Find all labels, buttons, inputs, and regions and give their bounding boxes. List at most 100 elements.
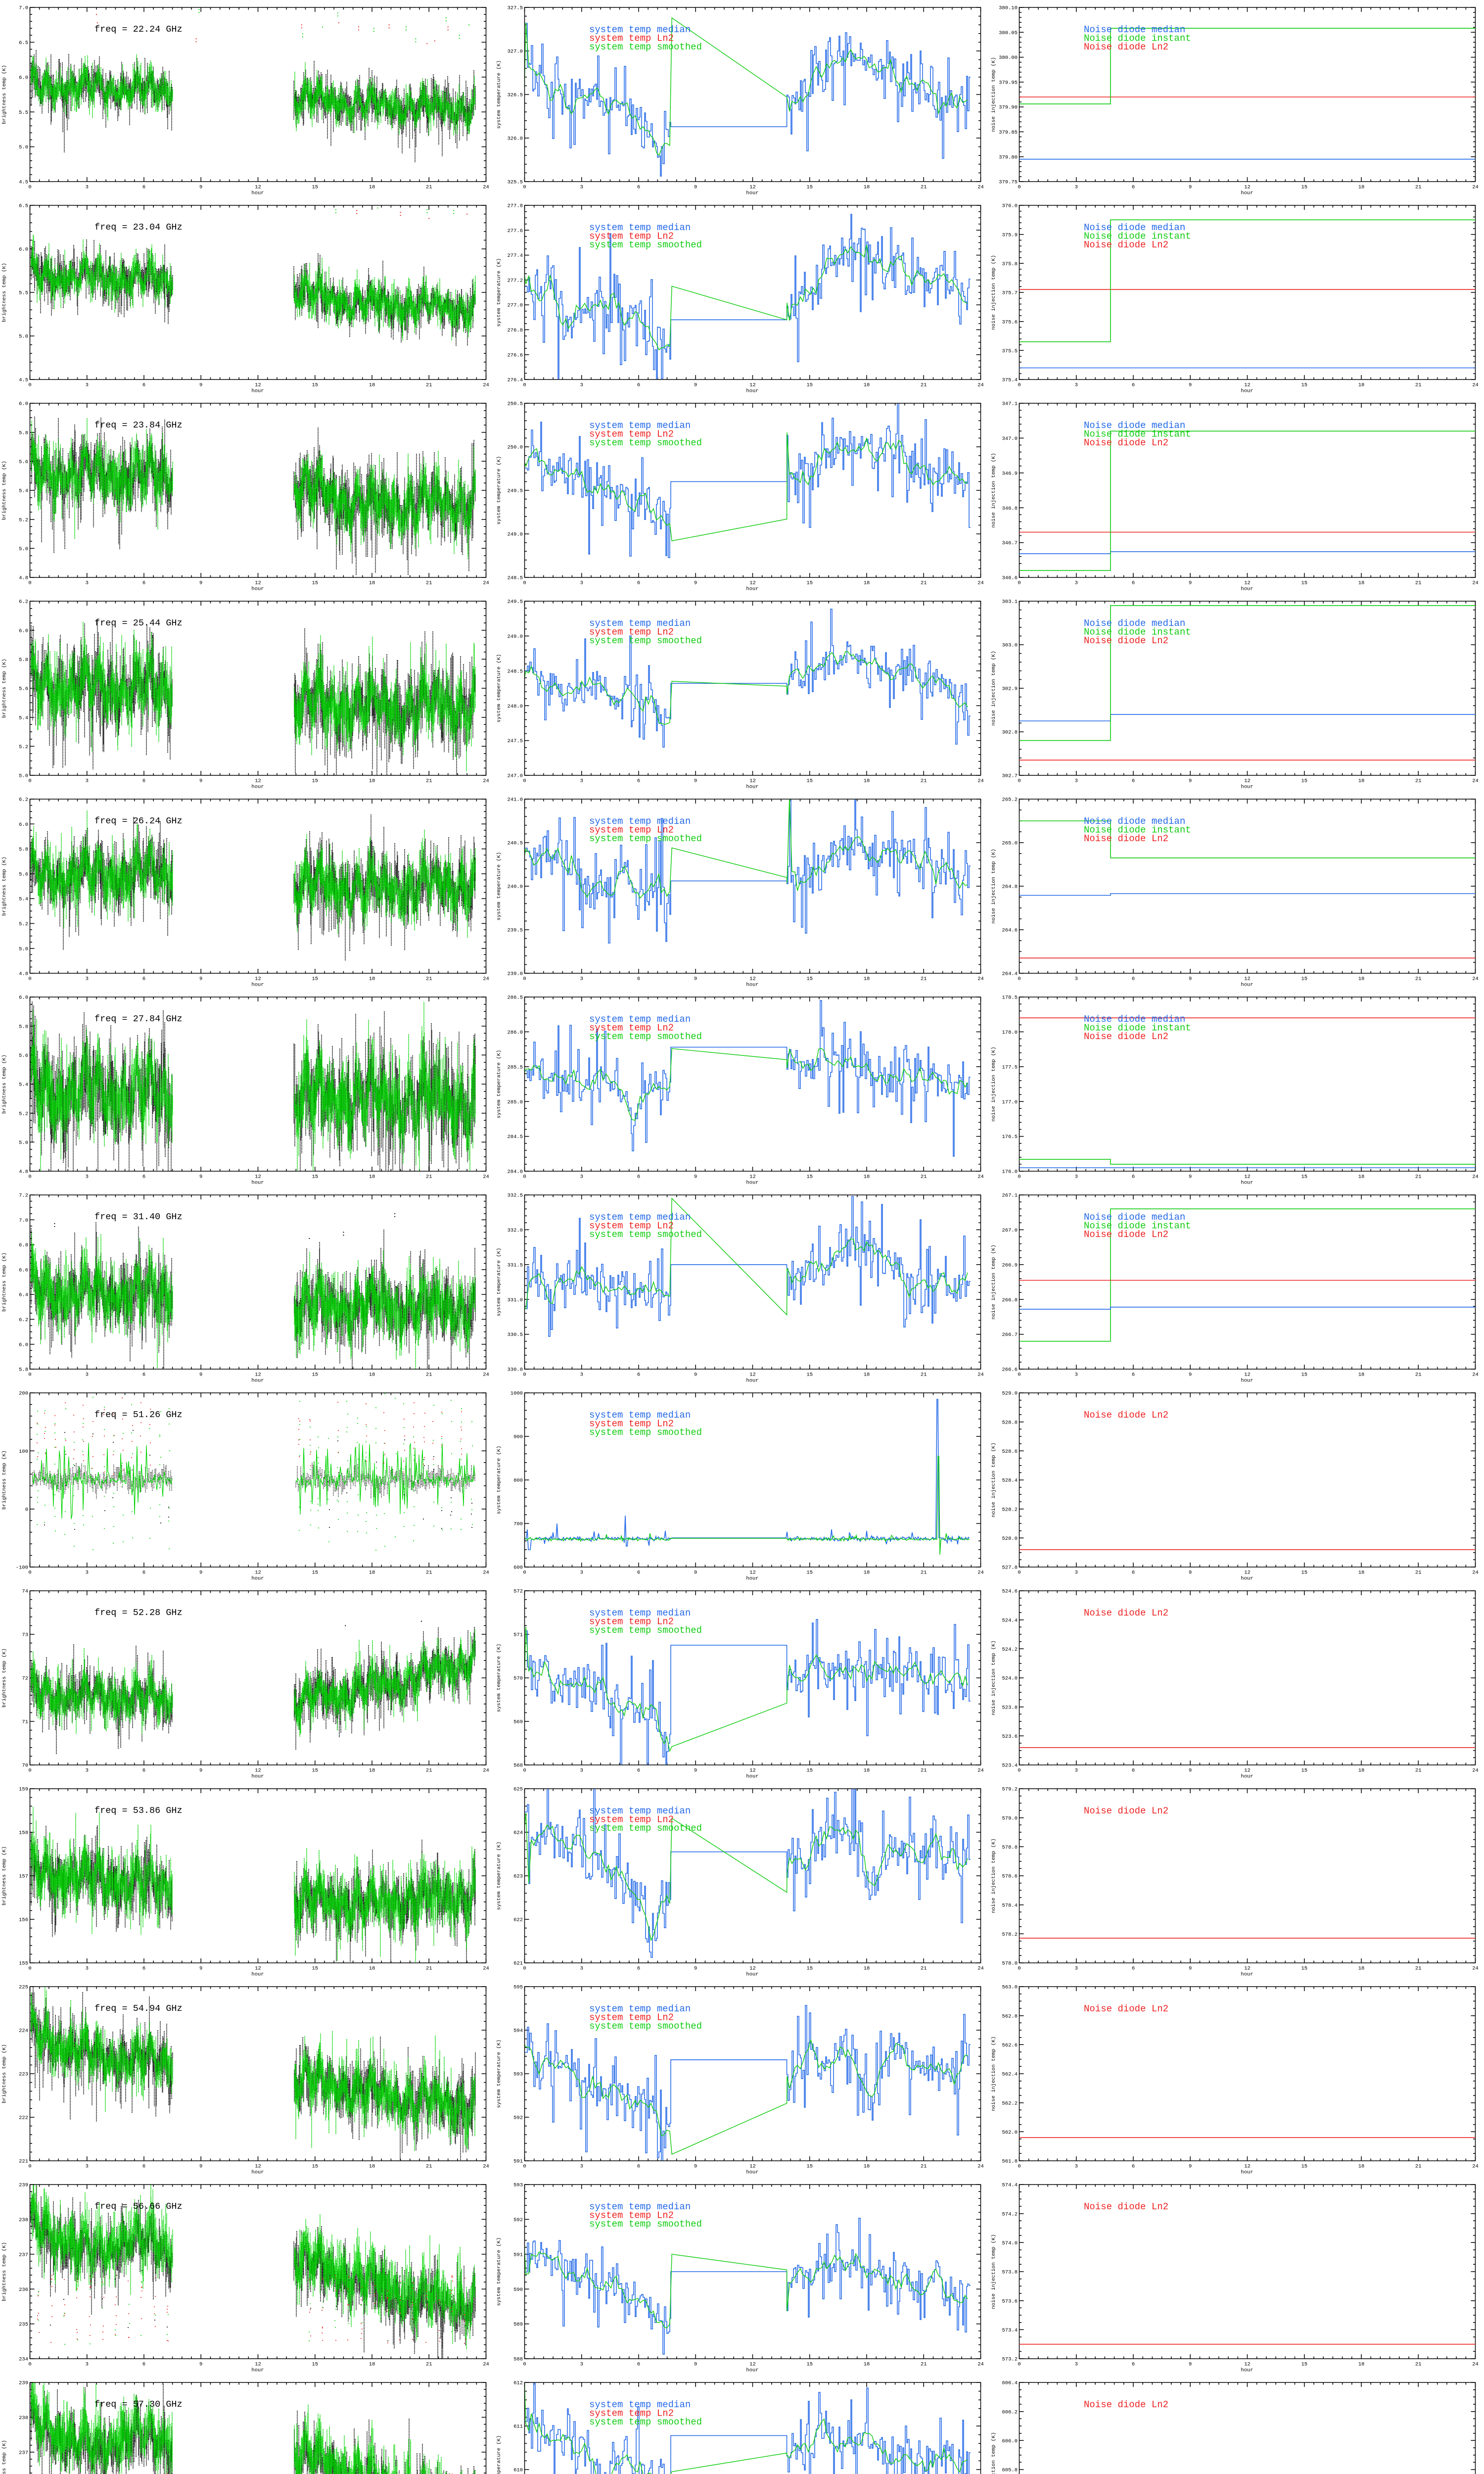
svg-text:178.0: 178.0 bbox=[1002, 1030, 1018, 1036]
svg-text:noise injection temp (K): noise injection temp (K) bbox=[991, 1244, 997, 1319]
svg-text:Noise diode median: Noise diode median bbox=[1084, 420, 1185, 431]
svg-text:Noise diode Ln2: Noise diode Ln2 bbox=[1084, 1410, 1168, 1421]
svg-text:562.0: 562.0 bbox=[1002, 2130, 1018, 2136]
svg-text:249.5: 249.5 bbox=[507, 488, 523, 494]
svg-text:freq = 31.40 GHz: freq = 31.40 GHz bbox=[94, 1212, 183, 1222]
svg-text:5.0: 5.0 bbox=[19, 946, 28, 952]
svg-text:6.0: 6.0 bbox=[19, 401, 28, 407]
svg-text:612: 612 bbox=[513, 2380, 523, 2386]
svg-text:625: 625 bbox=[513, 1787, 523, 1793]
svg-text:379.95: 379.95 bbox=[999, 80, 1018, 86]
svg-text:303.1: 303.1 bbox=[1002, 599, 1018, 605]
svg-text:237: 237 bbox=[19, 2252, 28, 2258]
svg-text:Noise diode Ln2: Noise diode Ln2 bbox=[1084, 1229, 1168, 1240]
svg-text:238: 238 bbox=[19, 2415, 28, 2421]
svg-text:247.0: 247.0 bbox=[507, 773, 523, 779]
svg-text:250.0: 250.0 bbox=[507, 445, 523, 451]
svg-text:system temp smoothed: system temp smoothed bbox=[589, 833, 702, 844]
svg-text:375.8: 375.8 bbox=[1002, 261, 1018, 267]
svg-text:system temp median: system temp median bbox=[589, 618, 691, 629]
svg-text:4.5: 4.5 bbox=[19, 180, 28, 186]
svg-text:74: 74 bbox=[22, 1589, 28, 1595]
svg-text:noise injection temp (K): noise injection temp (K) bbox=[991, 1640, 997, 1715]
svg-text:noise injection temp (K): noise injection temp (K) bbox=[991, 2036, 997, 2111]
svg-text:700: 700 bbox=[513, 1522, 523, 1527]
svg-text:593: 593 bbox=[513, 2072, 523, 2078]
svg-text:563.0: 563.0 bbox=[1002, 1985, 1018, 1991]
svg-text:system temp Ln2: system temp Ln2 bbox=[589, 33, 674, 44]
svg-text:376.0: 376.0 bbox=[1002, 203, 1018, 209]
svg-text:system temperature (K): system temperature (K) bbox=[496, 60, 502, 129]
svg-text:Noise diode Ln2: Noise diode Ln2 bbox=[1084, 239, 1168, 250]
svg-text:freq = 57.30 GHz: freq = 57.30 GHz bbox=[94, 2399, 183, 2410]
svg-text:5.5: 5.5 bbox=[19, 290, 28, 296]
svg-text:248.5: 248.5 bbox=[507, 668, 523, 674]
svg-text:578.8: 578.8 bbox=[1002, 1845, 1018, 1851]
svg-text:4.5: 4.5 bbox=[19, 378, 28, 383]
svg-text:285.5: 285.5 bbox=[507, 1064, 523, 1070]
svg-text:221: 221 bbox=[19, 2159, 28, 2165]
svg-text:331.0: 331.0 bbox=[507, 1297, 523, 1303]
svg-text:system temp median: system temp median bbox=[589, 1806, 691, 1816]
svg-text:277.0: 277.0 bbox=[507, 303, 523, 309]
svg-text:379.85: 379.85 bbox=[999, 130, 1018, 136]
svg-text:system temp smoothed: system temp smoothed bbox=[589, 1427, 702, 1438]
svg-text:302.9: 302.9 bbox=[1002, 686, 1018, 692]
svg-text:326.0: 326.0 bbox=[507, 136, 523, 142]
svg-text:375.4: 375.4 bbox=[1002, 378, 1018, 383]
svg-text:1000: 1000 bbox=[510, 1391, 523, 1397]
svg-text:379.90: 379.90 bbox=[999, 105, 1018, 111]
svg-text:system temp Ln2: system temp Ln2 bbox=[589, 1616, 674, 1627]
svg-text:brightness temp (K): brightness temp (K) bbox=[1, 856, 7, 916]
svg-text:302.7: 302.7 bbox=[1002, 773, 1018, 779]
svg-text:327.0: 327.0 bbox=[507, 49, 523, 55]
svg-text:265.2: 265.2 bbox=[1002, 797, 1018, 803]
svg-text:Noise diode instant: Noise diode instant bbox=[1084, 1022, 1191, 1033]
svg-text:Noise diode instant: Noise diode instant bbox=[1084, 231, 1191, 241]
svg-text:system temp median: system temp median bbox=[589, 24, 691, 35]
svg-text:system temp Ln2: system temp Ln2 bbox=[589, 824, 674, 835]
svg-text:Noise diode instant: Noise diode instant bbox=[1084, 824, 1191, 835]
svg-text:noise injection temp (K): noise injection temp (K) bbox=[991, 1838, 997, 1913]
svg-text:176.0: 176.0 bbox=[1002, 1169, 1018, 1175]
svg-text:569: 569 bbox=[513, 1719, 523, 1725]
svg-text:286.5: 286.5 bbox=[507, 995, 523, 1001]
svg-text:system temp Ln2: system temp Ln2 bbox=[589, 2012, 674, 2023]
svg-text:6.0: 6.0 bbox=[19, 247, 28, 253]
svg-text:225: 225 bbox=[19, 1985, 28, 1991]
svg-text:system temperature (K): system temperature (K) bbox=[496, 1248, 502, 1317]
svg-text:562.2: 562.2 bbox=[1002, 2100, 1018, 2106]
svg-text:5.6: 5.6 bbox=[19, 872, 28, 878]
svg-text:5.2: 5.2 bbox=[19, 1111, 28, 1117]
svg-text:system temp Ln2: system temp Ln2 bbox=[589, 428, 674, 439]
svg-text:-100: -100 bbox=[16, 1565, 28, 1571]
svg-text:system temp smoothed: system temp smoothed bbox=[589, 42, 702, 52]
svg-text:528.4: 528.4 bbox=[1002, 1478, 1018, 1484]
svg-text:248.0: 248.0 bbox=[507, 704, 523, 710]
svg-text:249.0: 249.0 bbox=[507, 634, 523, 640]
svg-text:6.0: 6.0 bbox=[19, 822, 28, 828]
svg-text:379.80: 379.80 bbox=[999, 154, 1018, 160]
svg-text:system temp median: system temp median bbox=[589, 2399, 691, 2410]
svg-text:Noise diode Ln2: Noise diode Ln2 bbox=[1084, 42, 1168, 52]
svg-text:236: 236 bbox=[19, 2287, 28, 2293]
svg-text:574.0: 574.0 bbox=[1002, 2240, 1018, 2246]
svg-text:591: 591 bbox=[513, 2252, 523, 2258]
svg-text:system temperature (K): system temperature (K) bbox=[496, 2435, 502, 2474]
svg-text:brightness temp (K): brightness temp (K) bbox=[1, 2440, 7, 2474]
svg-text:5.6: 5.6 bbox=[19, 686, 28, 692]
svg-text:528.8: 528.8 bbox=[1002, 1420, 1018, 1426]
svg-text:592: 592 bbox=[513, 2217, 523, 2223]
svg-text:freq = 27.84 GHz: freq = 27.84 GHz bbox=[94, 1014, 183, 1024]
svg-text:noise injection temp (K): noise injection temp (K) bbox=[991, 255, 997, 330]
svg-text:235: 235 bbox=[19, 2322, 28, 2328]
svg-text:brightness temp (K): brightness temp (K) bbox=[1, 1450, 7, 1510]
svg-text:system temp Ln2: system temp Ln2 bbox=[589, 2210, 674, 2221]
svg-text:system temp smoothed: system temp smoothed bbox=[589, 1625, 702, 1636]
svg-text:331.5: 331.5 bbox=[507, 1262, 523, 1268]
svg-text:5.0: 5.0 bbox=[19, 546, 28, 552]
svg-text:238: 238 bbox=[19, 2217, 28, 2223]
svg-text:system temp smoothed: system temp smoothed bbox=[589, 2021, 702, 2032]
svg-text:system temp smoothed: system temp smoothed bbox=[589, 1229, 702, 1240]
svg-text:Noise diode Ln2: Noise diode Ln2 bbox=[1084, 2399, 1168, 2410]
